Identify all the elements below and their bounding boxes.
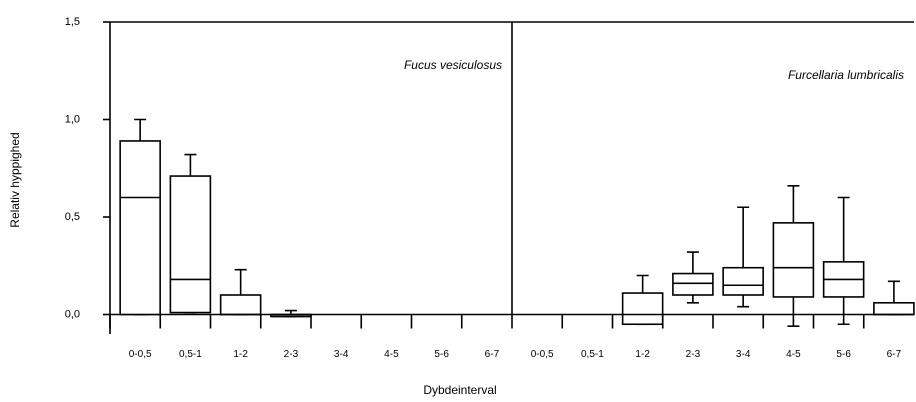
lower-whisker <box>686 295 699 304</box>
panel-title: Furcellaria lumbricalis <box>788 68 904 82</box>
x-tick-label: 4-5 <box>786 349 801 360</box>
x-tick-label: 3-4 <box>334 349 349 360</box>
box <box>873 301 915 316</box>
box <box>672 272 714 296</box>
box <box>772 222 815 298</box>
lower-whisker <box>837 296 850 326</box>
upper-whisker <box>134 118 147 141</box>
upper-whisker <box>837 196 850 262</box>
panel-title: Fucus vesiculosus <box>404 58 502 72</box>
box <box>169 175 212 314</box>
x-tick-label: 0-0,5 <box>531 349 554 360</box>
x-tick-label: 5-6 <box>836 349 851 360</box>
x-tick-label: 3-4 <box>736 349 751 360</box>
x-tick-label: 0-0,5 <box>129 349 152 360</box>
x-tick-label: 6-7 <box>887 349 902 360</box>
x-tick-label: 2-3 <box>686 349 701 360</box>
x-tick-label: 1-2 <box>233 349 248 360</box>
lower-whisker <box>787 296 800 327</box>
box <box>621 292 664 326</box>
upper-whisker <box>737 206 750 268</box>
x-tick-label: 6-7 <box>485 349 500 360</box>
upper-whisker <box>887 280 900 303</box>
upper-whisker <box>686 251 699 274</box>
y-tick-label: 0,0 <box>65 308 80 320</box>
y-axis-label: Relativ hyppighed <box>8 132 22 227</box>
y-tick-label: 1,0 <box>65 113 80 125</box>
y-tick-label: 1,5 <box>65 16 80 28</box>
upper-whisker <box>787 185 800 223</box>
x-tick-label: 5-6 <box>434 349 449 360</box>
box <box>119 140 161 316</box>
y-tick-label: 0,5 <box>65 211 80 223</box>
x-tick-label: 2-3 <box>284 349 299 360</box>
upper-whisker <box>234 268 247 295</box>
upper-whisker <box>636 274 649 294</box>
x-tick-label: 1-2 <box>635 349 650 360</box>
upper-whisker <box>184 153 197 177</box>
x-tick-label: 0,5-1 <box>179 349 202 360</box>
box <box>219 294 262 316</box>
x-axis-label: Dybdeinterval <box>423 383 496 397</box>
box <box>722 266 764 296</box>
lower-whisker <box>737 295 750 308</box>
x-tick-label: 0,5-1 <box>581 349 604 360</box>
x-tick-label: 4-5 <box>384 349 399 360</box>
